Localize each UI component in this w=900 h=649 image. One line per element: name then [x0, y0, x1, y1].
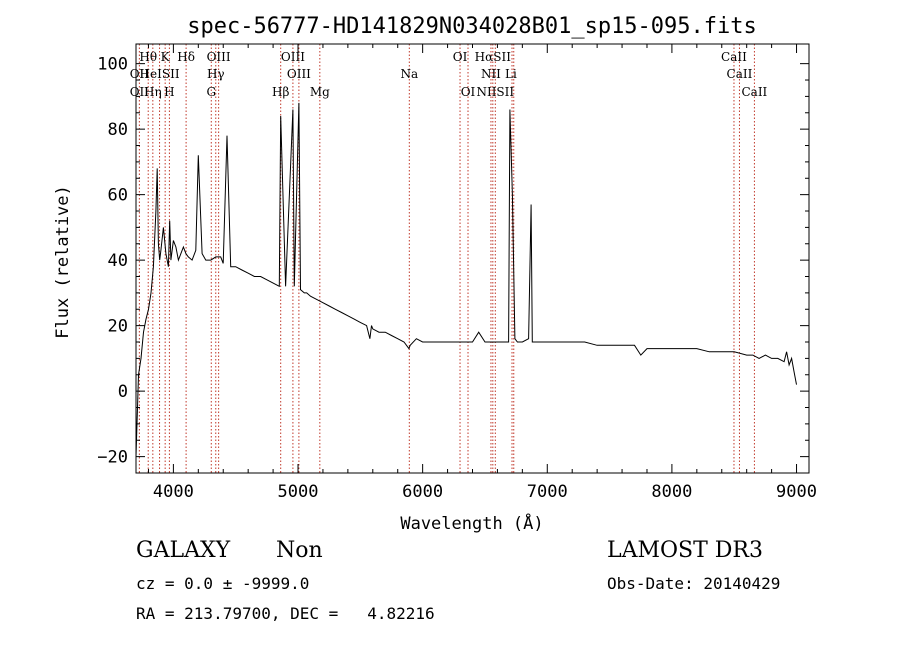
spectral-line-label: H [164, 85, 174, 99]
object-subclass: Non [276, 538, 323, 563]
x-tick-label: 9000 [776, 482, 817, 502]
y-tick-label: 80 [108, 120, 128, 140]
spectral-line-label: HαSII [475, 50, 512, 64]
y-tick-label: 100 [97, 55, 128, 75]
spectral-line-label: CaII [727, 67, 753, 81]
spectral-line-label: NII [481, 67, 501, 81]
y-tick-label: 40 [108, 251, 128, 271]
spectral-line-label: OIII [281, 50, 305, 64]
spectral-line-markers [138, 44, 755, 473]
spectral-line-label: CaII [721, 50, 747, 64]
y-tick-label: −20 [97, 448, 128, 468]
spectrum-line [135, 102, 797, 457]
spectral-line-label: OI [453, 50, 468, 64]
axis-ticks: 4000 5000 6000 7000 8000 9000 −20 0 20 40 60 80 100 [97, 44, 817, 502]
y-tick-label: 20 [108, 317, 128, 337]
y-tick-label: 60 [108, 186, 128, 206]
x-axis-label: Wavelength (Å) [400, 512, 543, 534]
spectral-line-label: K [161, 50, 171, 64]
spectral-line-label: OIII [207, 50, 231, 64]
redshift-info: cz = 0.0 ± -9999.0 [136, 574, 310, 593]
spectral-line-label: Li [505, 67, 517, 81]
spectral-line-label: NIISII [476, 85, 514, 99]
survey-name: LAMOST DR3 [607, 538, 763, 563]
x-tick-label: 7000 [527, 482, 568, 502]
x-tick-label: 6000 [402, 482, 443, 502]
obs-date: Obs-Date: 20140429 [607, 574, 781, 593]
object-class: GALAXY [136, 538, 231, 563]
spectral-line-label: Hη [144, 85, 162, 99]
spectral-line-label: Hβ [272, 85, 289, 99]
spectral-line-label: OIII [287, 67, 311, 81]
x-tick-label: 5000 [278, 482, 319, 502]
spectral-line-label: OI [461, 85, 476, 99]
spectral-line-label: HeISII [140, 67, 180, 81]
spectral-line-label: Hθ [139, 50, 157, 64]
y-tick-label: 0 [118, 382, 128, 402]
x-tick-label: 4000 [153, 482, 194, 502]
spectral-line-label: Hδ [177, 50, 195, 64]
x-tick-label: 8000 [651, 482, 692, 502]
spectral-line-label: Mg [310, 85, 330, 99]
spectral-line-label: Hγ [207, 67, 225, 81]
spectral-line-label: CaII [741, 85, 767, 99]
spectral-line-label: OII [130, 67, 150, 81]
spectral-line-label: G [206, 85, 216, 99]
plot-frame [135, 43, 810, 474]
y-axis-label: Flux (relative) [53, 185, 73, 339]
ra-dec: RA = 213.79700, DEC = 4.82216 [136, 604, 435, 623]
spectral-line-label: Na [400, 67, 418, 81]
chart-title: spec-56777-HD141829N034028B01_sp15-095.f… [187, 14, 757, 39]
spectral-line-label: OII [130, 85, 150, 99]
